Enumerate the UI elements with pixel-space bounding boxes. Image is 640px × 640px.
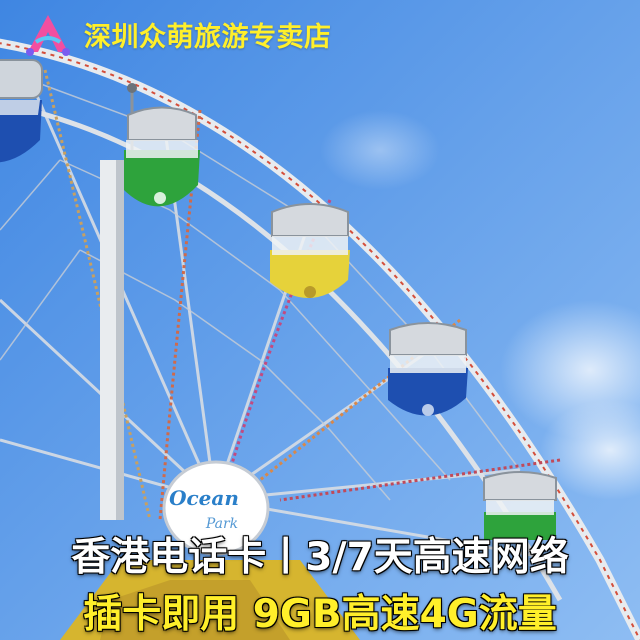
sign-text-bottom: Park: [205, 516, 238, 532]
gondola-green: [124, 106, 200, 207]
hub-base-structure: [60, 560, 360, 640]
gondola-yellow: [270, 203, 350, 299]
cloud: [320, 110, 440, 190]
gondola-blue-right: [388, 322, 468, 416]
store-header: 深圳众萌旅游专卖店: [22, 12, 332, 56]
gondola-green-bottom: [483, 471, 557, 540]
promo-headline-2: 插卡即用 9GB高速4G流量: [83, 592, 557, 637]
letter-a-logo-icon: [26, 15, 70, 56]
sign-text-top: Ocean: [169, 486, 239, 510]
ocean-park-sign: Ocean Park: [162, 460, 270, 556]
store-name: 深圳众萌旅游专卖店: [84, 21, 332, 53]
promo-headline-1: 香港电话卡丨3/7天高速网络: [71, 535, 569, 580]
cloud: [540, 400, 640, 500]
gondola-blue-left: [0, 59, 43, 163]
